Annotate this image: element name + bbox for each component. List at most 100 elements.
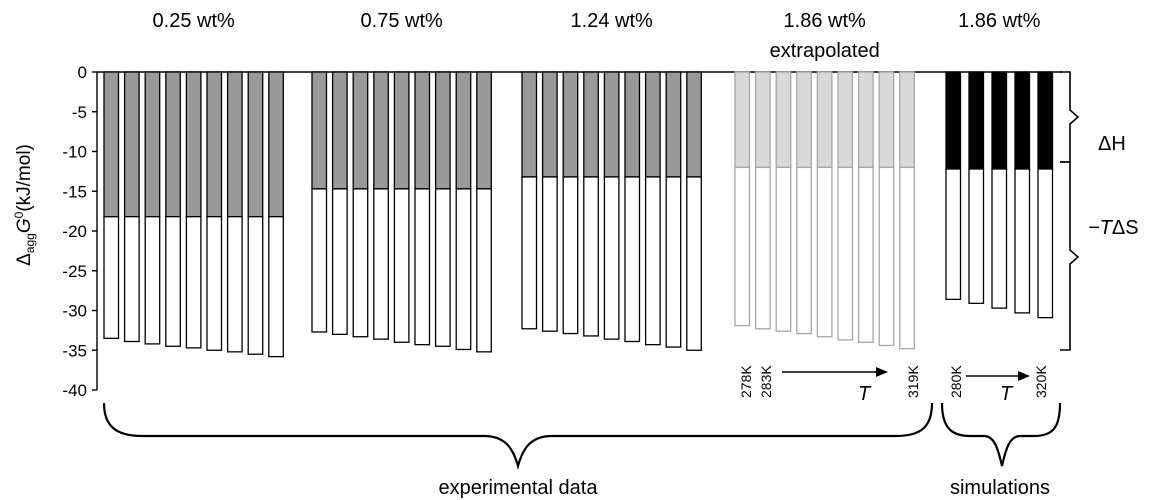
y-tick-label: -25	[62, 262, 87, 281]
entropy-bar-segment	[665, 176, 682, 348]
entropy-bar-segment	[1014, 168, 1031, 314]
entropy-bar-segment	[754, 166, 771, 330]
enthalpy-bar-segment	[857, 71, 874, 169]
enthalpy-bracket	[1060, 71, 1080, 163]
simulations-label: simulations	[950, 477, 1050, 499]
entropy-bar-segment	[968, 168, 985, 304]
enthalpy-bar-segment	[476, 71, 492, 190]
entropy-bar-segment	[521, 176, 538, 330]
enthalpy-bar-segment	[644, 71, 661, 178]
enthalpy-bar-segment	[991, 71, 1008, 170]
enthalpy-bar-segment	[123, 71, 140, 218]
enthalpy-bar-segment	[206, 71, 223, 218]
temperature-arrow-simulation	[966, 371, 1030, 381]
enthalpy-bar-segment	[165, 71, 181, 218]
enthalpy-bar-segment	[686, 71, 702, 178]
temp-label-278k: 278K	[738, 365, 754, 398]
entropy-bar-segment	[103, 216, 120, 339]
group-label: 0.75 wt%	[361, 10, 443, 32]
enthalpy-bar-segment	[775, 71, 792, 169]
enthalpy-bar-segment	[268, 71, 284, 218]
experimental-brace	[102, 402, 934, 471]
enthalpy-bar-segment	[103, 71, 120, 218]
enthalpy-bar-segment	[414, 71, 431, 190]
entropy-bar-segment	[878, 166, 895, 347]
group-labels: 0.25 wt% 0.75 wt% 1.24 wt% 1.86 wt% extrapol…	[153, 10, 1041, 62]
entropy-bar-segment	[352, 188, 369, 338]
entropy-bar-segment	[226, 216, 243, 353]
enthalpy-bar-segment	[1037, 71, 1054, 170]
y-tick-label: -40	[62, 381, 87, 400]
bar-group	[103, 71, 284, 358]
group-label: 1.86 wt%	[958, 10, 1040, 32]
entropy-bar-segment	[123, 216, 140, 343]
entropy-bar-segment	[603, 176, 620, 340]
enthalpy-bar-segment	[185, 71, 202, 218]
entropy-bar-segment	[644, 176, 661, 346]
entropy-bar-segment	[796, 166, 812, 335]
enthalpy-bar-segment	[247, 71, 264, 218]
enthalpy-bar-segment	[144, 71, 161, 218]
bar-group	[734, 71, 915, 350]
enthalpy-bar-segment	[837, 71, 854, 169]
temperature-axis-label-simulation: T	[1000, 383, 1014, 405]
bottom-braces	[102, 402, 1062, 471]
enthalpy-bar-segment	[945, 71, 962, 170]
temperature-axis-label-extrapolated: T	[858, 383, 872, 405]
enthalpy-bar-segment	[226, 71, 243, 218]
enthalpy-label: ΔH	[1098, 133, 1126, 155]
entropy-bar-segment	[1037, 168, 1054, 319]
temp-label-280k: 280K	[948, 365, 964, 398]
group-label: 0.25 wt%	[153, 10, 235, 32]
enthalpy-bar-segment	[878, 71, 895, 169]
enthalpy-bar-segment	[1014, 71, 1031, 170]
entropy-bar-segment	[455, 188, 472, 351]
entropy-bar-segment	[991, 168, 1008, 309]
entropy-bar-segment	[945, 168, 962, 301]
enthalpy-bar-segment	[899, 71, 915, 169]
group-sublabel: extrapolated	[770, 40, 880, 62]
entropy-label: −TΔS	[1088, 217, 1139, 239]
entropy-bar-segment	[434, 188, 451, 347]
entropy-bar-segment	[899, 166, 915, 350]
entropy-bar-segment	[311, 188, 328, 333]
entropy-bar-segment	[393, 188, 410, 343]
entropy-bar-segment	[414, 188, 431, 346]
right-brackets	[1060, 71, 1080, 351]
enthalpy-bar-segment	[541, 71, 558, 178]
entropy-bar-segment	[165, 216, 181, 347]
entropy-bar-segment	[816, 166, 833, 338]
y-tick-label: -20	[62, 222, 87, 241]
y-tick-label: -5	[72, 103, 87, 122]
entropy-bar-segment	[331, 188, 348, 336]
group-label: 1.86 wt%	[784, 10, 866, 32]
entropy-bar-segment	[144, 216, 161, 345]
bar-groups	[103, 71, 1054, 358]
entropy-bar-segment	[562, 176, 579, 335]
enthalpy-bar-segment	[968, 71, 985, 170]
entropy-bar-segment	[247, 216, 264, 355]
enthalpy-bar-segment	[816, 71, 833, 169]
temp-label-319k: 319K	[905, 365, 921, 398]
enthalpy-bar-segment	[521, 71, 538, 178]
y-tick-label: -15	[62, 182, 87, 201]
entropy-bar-segment	[583, 176, 599, 337]
group-label: 1.24 wt%	[571, 10, 653, 32]
temp-label-320k: 320K	[1033, 365, 1049, 398]
entropy-bar-segment	[206, 216, 223, 351]
enthalpy-bar-segment	[734, 71, 751, 169]
bar-group	[945, 71, 1054, 319]
y-tick-label: -35	[62, 341, 87, 360]
enthalpy-bar-segment	[352, 71, 369, 190]
simulations-brace	[940, 402, 1062, 467]
entropy-bar-segment	[857, 166, 874, 343]
enthalpy-bar-segment	[311, 71, 328, 190]
enthalpy-bar-segment	[393, 71, 410, 190]
entropy-bar-segment	[373, 188, 389, 340]
entropy-bar-segment	[541, 176, 558, 332]
enthalpy-bar-segment	[562, 71, 579, 178]
enthalpy-bar-segment	[331, 71, 348, 190]
y-tick-label: 0	[78, 63, 87, 82]
entropy-bar-segment	[268, 216, 284, 358]
entropy-bar-segment	[476, 188, 492, 353]
